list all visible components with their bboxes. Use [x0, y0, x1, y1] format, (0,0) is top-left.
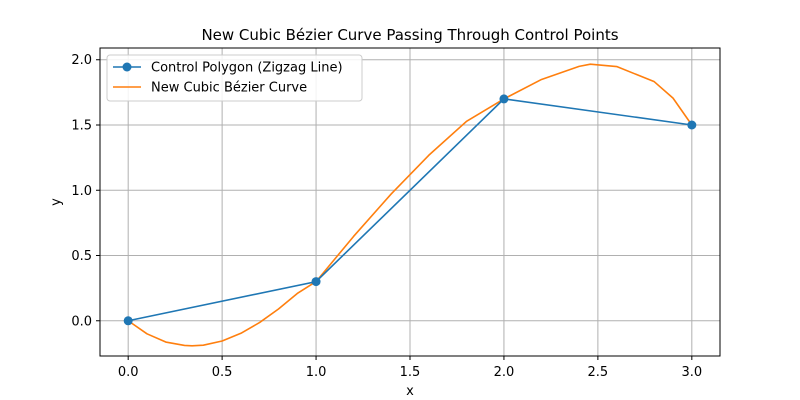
- x-tick-label: 3.0: [681, 365, 702, 380]
- x-tick-label: 0.5: [212, 365, 233, 380]
- legend: Control Polygon (Zigzag Line) New Cubic B…: [106, 54, 363, 102]
- x-axis-label: x: [406, 384, 414, 399]
- bezier-curve-line: [127, 63, 693, 347]
- x-axis: 0.0 0.5 1.0 1.5 2.0 2.5 3.0: [118, 356, 702, 380]
- control-point: [123, 316, 133, 326]
- control-polygon-line: [128, 98, 692, 322]
- x-tick-label: 2.0: [494, 365, 515, 380]
- y-axis-label: y: [49, 198, 64, 206]
- legend-marker-control-polygon: [122, 62, 132, 72]
- x-tick-label: 2.5: [588, 365, 609, 380]
- legend-label-control-polygon: Control Polygon (Zigzag Line): [151, 61, 343, 76]
- y-tick-label: 0.5: [71, 249, 92, 264]
- y-tick-label: 1.5: [71, 119, 92, 134]
- y-tick-label: 0.0: [71, 314, 92, 329]
- control-point: [311, 277, 321, 287]
- y-tick-label: 2.0: [71, 53, 92, 68]
- x-tick-label: 1.0: [306, 365, 327, 380]
- x-tick-label: 1.5: [400, 365, 421, 380]
- legend-box: [106, 54, 363, 102]
- chart-title: New Cubic Bézier Curve Passing Through C…: [201, 26, 618, 44]
- control-point: [687, 120, 697, 130]
- series-layer: [123, 63, 697, 347]
- control-point: [499, 94, 509, 104]
- y-axis: 0.0 0.5 1.0 1.5 2.0: [71, 53, 100, 329]
- x-tick-label: 0.0: [118, 365, 139, 380]
- y-tick-label: 1.0: [71, 184, 92, 199]
- legend-label-bezier-curve: New Cubic Bézier Curve: [151, 81, 307, 96]
